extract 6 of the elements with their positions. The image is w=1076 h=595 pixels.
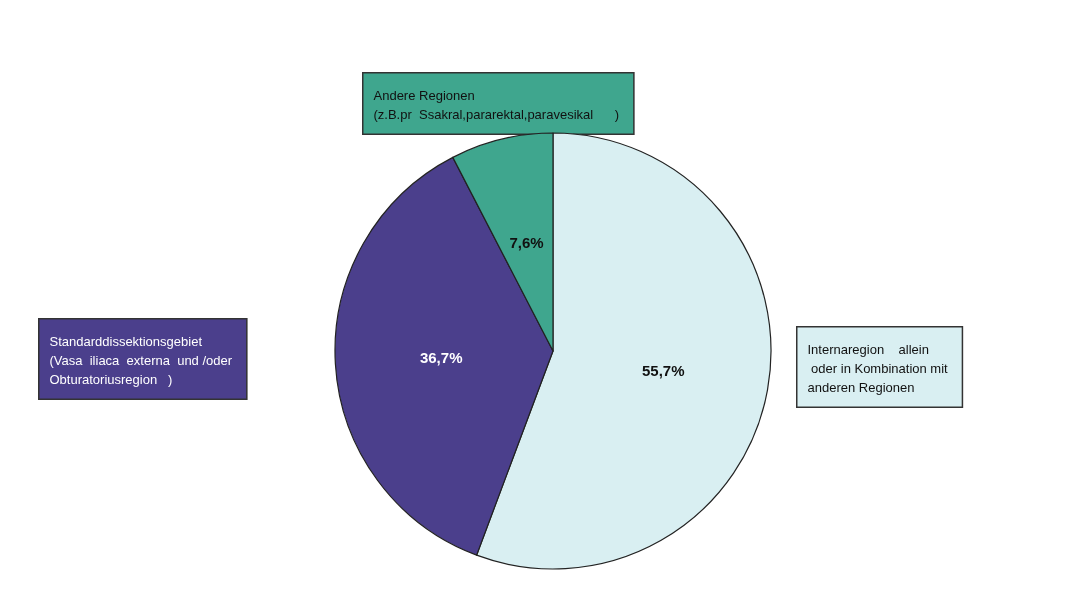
slice-label: Andere Regionen (z.B.pr Ssakral,pararektal,paravesikal ) (373, 87, 620, 122)
data-label: 36,7% (419, 349, 463, 367)
slice-label: Standarddissektionsgebiet (Vasa iliaca externa und /oder Obturatoriusregion ) (49, 333, 233, 387)
data-label: 55,7% (641, 362, 685, 380)
slice-label: Internaregion allein oder in Kombination mit anderen Regionen (807, 341, 949, 395)
data-label: 7,6% (509, 233, 544, 251)
